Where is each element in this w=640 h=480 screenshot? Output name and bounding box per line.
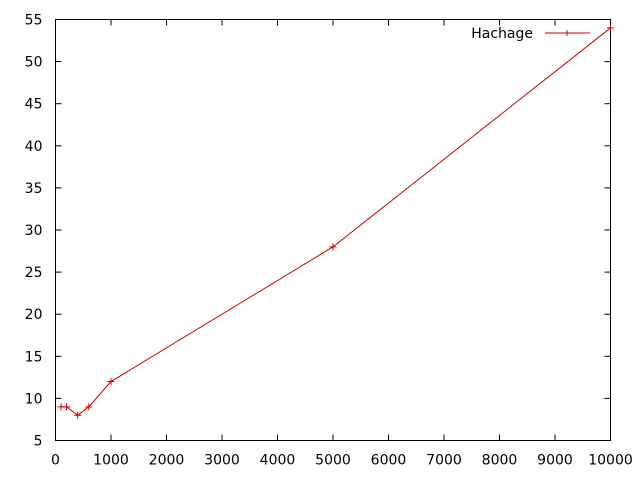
data-point-marker [85,403,93,411]
y-tick-labels: 5 10 15 20 25 30 35 40 45 50 55 [25,13,43,450]
x-tick-label: 5000 [315,453,351,469]
x-tick-label: 10000 [588,453,633,469]
data-point-marker [107,378,115,386]
series-layer [57,24,614,419]
data-point-marker [74,411,82,419]
x-tick-label: 6000 [371,453,407,469]
data-point-marker [63,403,71,411]
y-tick-label: 50 [25,55,43,71]
legend-marker-hachage [564,30,570,36]
data-point-marker [329,243,337,251]
axis-ticks [55,19,611,441]
x-tick-label: 8000 [482,453,518,469]
x-tick-label: 4000 [260,453,296,469]
legend-label-hachage: Hachage [471,26,533,42]
y-tick-label: 40 [25,139,43,155]
y-tick-label: 55 [25,13,43,29]
y-tick-label: 5 [34,434,43,450]
x-tick-label: 9000 [537,453,573,469]
y-tick-label: 30 [25,223,43,239]
plot-frame [55,19,611,441]
y-tick-label: 15 [25,349,43,365]
y-tick-label: 25 [25,265,43,281]
y-tick-label: 10 [25,391,43,407]
y-tick-label: 45 [25,97,43,113]
x-tick-label: 3000 [204,453,240,469]
data-point-marker [607,24,614,32]
series-line-hachage [61,27,611,416]
x-tick-label: 1000 [93,453,129,469]
x-tick-label: 0 [51,453,60,469]
y-tick-label: 20 [25,307,43,323]
x-tick-label: 7000 [426,453,462,469]
x-tick-label: 2000 [149,453,185,469]
x-tick-labels: 0 1000 2000 3000 4000 5000 6000 7000 8000 9000 100… [51,453,633,469]
legend: Hachage [471,26,590,42]
y-tick-label: 35 [25,181,43,197]
